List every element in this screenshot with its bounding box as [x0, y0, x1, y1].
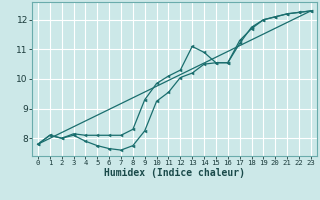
- X-axis label: Humidex (Indice chaleur): Humidex (Indice chaleur): [104, 168, 245, 178]
